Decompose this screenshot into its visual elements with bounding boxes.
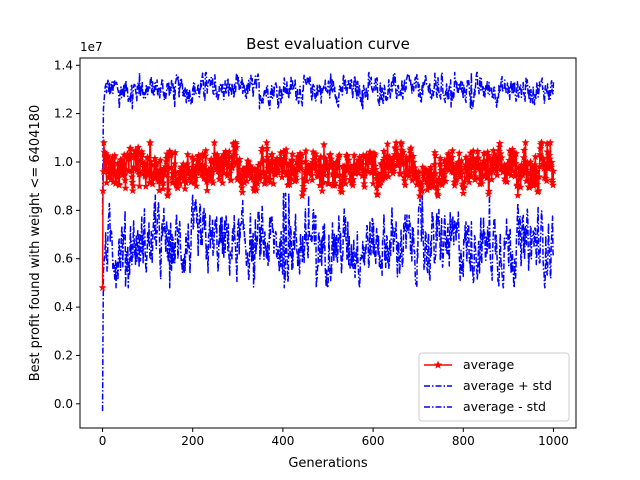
x-tick-label: 1000 <box>538 434 569 448</box>
y-tick-label: 0.0 <box>54 397 73 411</box>
y-tick-label: 1.4 <box>54 58 73 72</box>
y-tick-label: 0.8 <box>54 203 73 217</box>
legend: average average + std average - std <box>418 352 570 422</box>
y-axis-label: Best profit found with weight <= 6404180 <box>28 105 43 382</box>
y-tick-label: 0.4 <box>54 300 73 314</box>
y-offset-text: 1e7 <box>80 40 103 54</box>
x-tick-label: 400 <box>271 434 294 448</box>
x-axis-label: Generations <box>288 456 368 471</box>
x-tick-label: 600 <box>362 434 385 448</box>
y-axis: 0.0 0.2 0.4 0.6 0.8 1.0 1.2 1.4 <box>54 58 80 411</box>
y-tick-label: 1.0 <box>54 155 73 169</box>
legend-label-average: average <box>463 357 514 372</box>
chart-title: Best evaluation curve <box>246 35 410 53</box>
plot-frame <box>79 57 577 429</box>
x-tick-label: 0 <box>99 434 107 448</box>
x-axis: 0 200 400 600 800 1000 <box>99 428 569 448</box>
legend-entry-average-minus-std: average - std <box>424 399 546 414</box>
legend-entry-average-plus-std: average + std <box>424 378 552 393</box>
plot-data-layer <box>98 71 558 412</box>
legend-label-average-minus-std: average - std <box>463 399 546 414</box>
series-line-average-std <box>101 71 555 216</box>
legend-entry-average: average <box>424 357 514 372</box>
legend-label-average-plus-std: average + std <box>463 378 552 393</box>
x-tick-label: 800 <box>452 434 475 448</box>
legend-marker-average <box>433 360 443 369</box>
series-line-average-std <box>101 192 555 412</box>
y-tick-label: 0.6 <box>54 252 73 266</box>
legend-box <box>418 352 570 422</box>
series-markers-average <box>98 138 558 292</box>
y-tick-label: 0.2 <box>54 348 73 362</box>
x-tick-label: 200 <box>181 434 204 448</box>
y-tick-label: 1.2 <box>54 107 73 121</box>
